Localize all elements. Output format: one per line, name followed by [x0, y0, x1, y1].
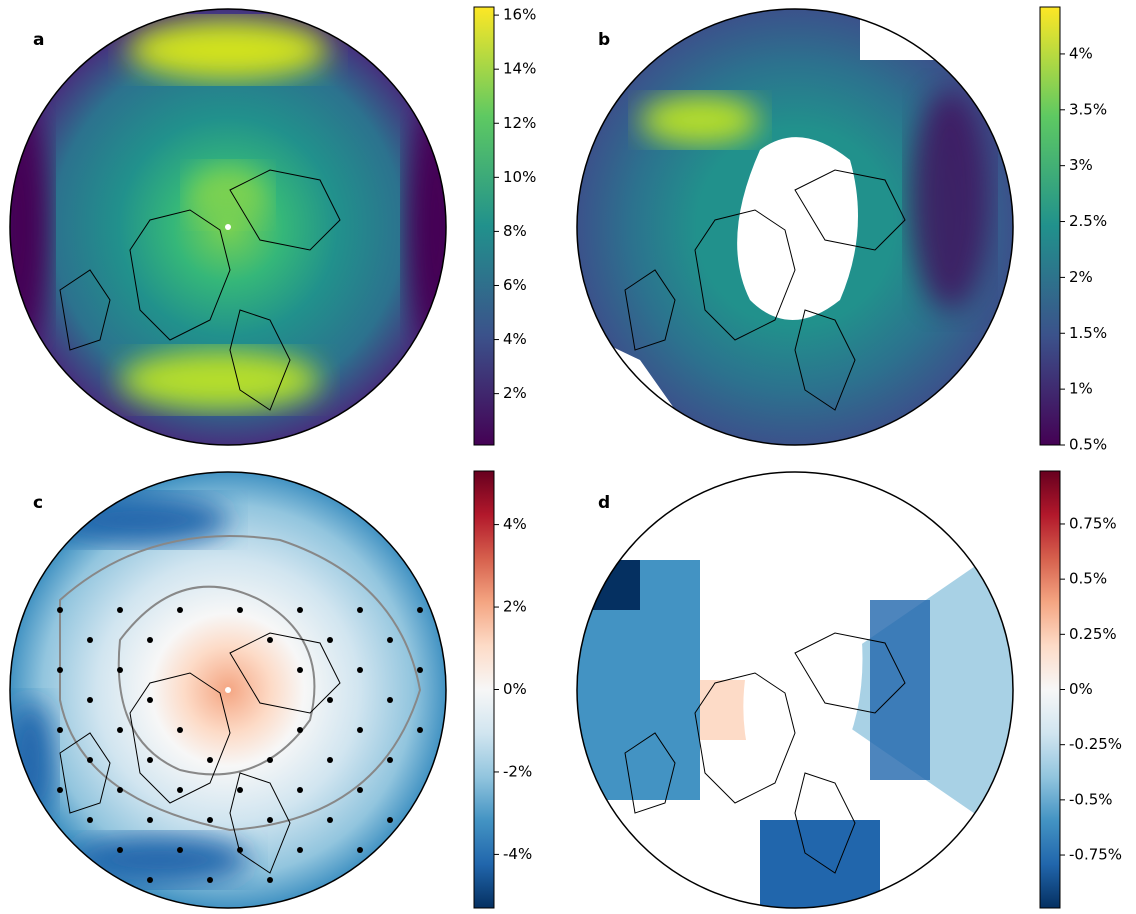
- stipple: [237, 607, 243, 613]
- stipple: [177, 847, 183, 853]
- stipple: [177, 787, 183, 793]
- tick-label: 0.5%: [1069, 570, 1107, 588]
- map-a: [0, 9, 466, 445]
- stipple: [357, 607, 363, 613]
- stipple: [147, 757, 153, 763]
- tick-label: -0.75%: [1069, 846, 1122, 864]
- stipple: [297, 787, 303, 793]
- stipple: [267, 637, 273, 643]
- stipple: [357, 847, 363, 853]
- tick-label: 1%: [1069, 380, 1093, 398]
- stipple: [57, 607, 63, 613]
- stipple: [87, 757, 93, 763]
- stipple: [417, 607, 423, 613]
- colorbar: [1040, 471, 1060, 908]
- stipple: [267, 877, 273, 883]
- stipple: [267, 817, 273, 823]
- figure: a 2% 4% 6% 8% 10% 12% 14% 16% b 0.5% 1% 1.5% 2% 2.5% 3%…: [0, 0, 1136, 910]
- tick-label: 4%: [503, 515, 527, 533]
- colorbar: [1040, 7, 1060, 445]
- stipple: [387, 757, 393, 763]
- stipple: [177, 727, 183, 733]
- tick-label: -4%: [503, 845, 532, 863]
- stipple: [297, 667, 303, 673]
- stipple: [237, 787, 243, 793]
- stipple: [147, 637, 153, 643]
- stipple: [267, 757, 273, 763]
- stipple: [357, 727, 363, 733]
- stipple: [87, 817, 93, 823]
- map-b: [577, 0, 1013, 445]
- stipple: [297, 847, 303, 853]
- stipple: [327, 697, 333, 703]
- tick-label: 12%: [503, 114, 536, 132]
- stipple: [357, 787, 363, 793]
- stipple: [87, 637, 93, 643]
- stipple: [387, 637, 393, 643]
- panel-label: d: [598, 493, 610, 513]
- tick-label: 0.5%: [1069, 436, 1107, 454]
- panel-label: a: [33, 30, 44, 50]
- panel-label: b: [598, 30, 610, 50]
- stipple: [147, 877, 153, 883]
- stipple: [327, 757, 333, 763]
- stipple: [327, 817, 333, 823]
- tick-label: -2%: [503, 762, 532, 780]
- tick-label: 4%: [503, 330, 527, 348]
- stipple: [387, 817, 393, 823]
- stipple: [387, 697, 393, 703]
- tick-label: 0.75%: [1069, 514, 1117, 532]
- tick-label: 14%: [503, 60, 536, 78]
- stipple: [57, 787, 63, 793]
- stipple: [57, 727, 63, 733]
- stipple: [207, 877, 213, 883]
- tick-label: 0.25%: [1069, 625, 1117, 643]
- tick-label: 3%: [1069, 156, 1093, 174]
- tick-label: 2%: [503, 598, 527, 616]
- stipple: [297, 727, 303, 733]
- stipple: [117, 787, 123, 793]
- tick-label: -0.5%: [1069, 790, 1113, 808]
- stipple: [207, 757, 213, 763]
- stipple: [147, 817, 153, 823]
- tick-label: 2%: [503, 384, 527, 402]
- tick-label: 1.5%: [1069, 324, 1107, 342]
- tick-label: 8%: [503, 222, 527, 240]
- stipple: [117, 667, 123, 673]
- tick-label: 3.5%: [1069, 100, 1107, 118]
- stipple: [147, 697, 153, 703]
- tick-label: 6%: [503, 276, 527, 294]
- map-c: [5, 472, 446, 908]
- tick-label: 0%: [503, 680, 527, 698]
- stipple: [57, 667, 63, 673]
- stipple: [297, 607, 303, 613]
- stipple: [117, 847, 123, 853]
- colorbar: [474, 7, 494, 445]
- colorbar: [474, 471, 494, 908]
- tick-label: 2%: [1069, 268, 1093, 286]
- stipple: [357, 667, 363, 673]
- panel-label: c: [33, 493, 43, 513]
- stipple: [417, 727, 423, 733]
- tick-label: 4%: [1069, 44, 1093, 62]
- stipple: [87, 697, 93, 703]
- stipple: [207, 817, 213, 823]
- stipple: [177, 607, 183, 613]
- tick-label: 2.5%: [1069, 212, 1107, 230]
- stipple: [417, 667, 423, 673]
- tick-label: 0%: [1069, 680, 1093, 698]
- tick-label: 10%: [503, 168, 536, 186]
- stipple: [117, 607, 123, 613]
- stipple: [117, 727, 123, 733]
- tick-label: -0.25%: [1069, 735, 1122, 753]
- stipple: [327, 637, 333, 643]
- map-d: [577, 472, 1073, 908]
- tick-label: 16%: [503, 6, 536, 24]
